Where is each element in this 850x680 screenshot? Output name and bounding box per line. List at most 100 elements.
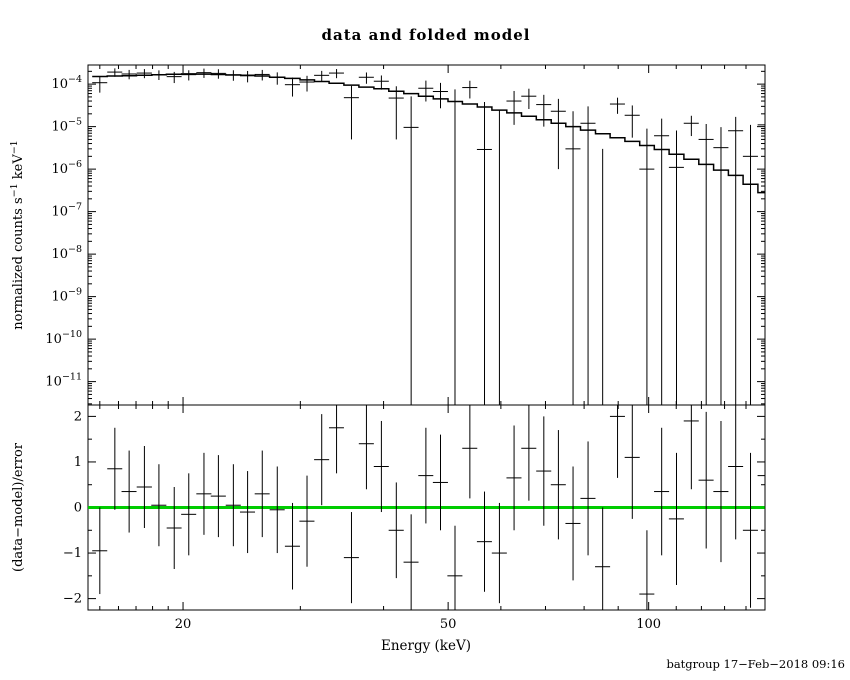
residual-point	[151, 464, 167, 547]
data-point	[210, 69, 226, 79]
residual-point	[432, 434, 448, 531]
data-point	[506, 90, 522, 125]
data-point	[639, 128, 655, 405]
residual-point	[639, 530, 655, 610]
data-point	[550, 98, 566, 170]
plot-title: data and folded model	[322, 26, 531, 44]
residual-point	[462, 405, 478, 499]
residual-point	[284, 502, 300, 590]
data-point	[403, 96, 419, 405]
residual-tick-label: −2	[63, 592, 82, 607]
x-tick-label: 50	[440, 617, 457, 632]
residual-point	[239, 471, 256, 554]
residual-point	[181, 473, 197, 556]
residual-point	[314, 414, 330, 506]
y-axis-labels: normalized counts s−1​ keV−1​ (data−model…	[9, 140, 26, 572]
data-point	[713, 127, 729, 405]
data-point	[757, 110, 765, 405]
x-tick-label: 20	[175, 617, 192, 632]
residual-point	[388, 482, 404, 579]
data-point	[373, 75, 389, 90]
residual-point	[343, 512, 359, 604]
y-tick-label: 10−6	[51, 159, 82, 177]
data-point	[314, 70, 330, 82]
data-point	[121, 69, 137, 80]
residual-tick-label: 0	[74, 501, 82, 516]
y-tick-label: 10−9	[51, 287, 82, 305]
model-histogram-line	[92, 73, 765, 194]
y-tick-label: 10−5	[51, 117, 82, 135]
residual-point	[418, 427, 434, 524]
y-axis-label-residuals: (data−model)/error	[11, 442, 26, 572]
residual-point	[121, 450, 137, 533]
residual-point	[92, 507, 108, 595]
residual-point	[447, 525, 463, 610]
residual-point	[196, 452, 212, 535]
y-tick-label: 10−8	[51, 244, 82, 262]
data-point	[239, 70, 256, 83]
axis-ticks	[88, 65, 765, 610]
data-point	[151, 70, 167, 81]
data-point	[698, 124, 714, 405]
model-curve	[92, 73, 765, 194]
residual-point	[225, 464, 241, 547]
data-point	[92, 76, 108, 93]
data-point	[136, 69, 152, 79]
data-point	[181, 70, 197, 81]
residual-tick-label: 1	[74, 455, 82, 470]
data-point	[343, 85, 359, 140]
residual-point	[728, 405, 744, 540]
residual-tick-label: −1	[63, 546, 82, 561]
data-point	[328, 69, 344, 79]
residual-point	[373, 420, 389, 513]
data-point	[432, 82, 448, 109]
data-point	[536, 94, 552, 127]
residual-point	[713, 420, 729, 563]
data-point	[742, 124, 758, 405]
data-point	[284, 77, 300, 97]
data-point	[299, 75, 315, 92]
residual-point	[107, 427, 123, 510]
data-point	[107, 68, 123, 77]
residual-tick-label: 2	[74, 409, 82, 424]
data-point	[196, 68, 212, 78]
residual-point	[210, 455, 226, 538]
data-point	[476, 102, 492, 405]
residual-point	[269, 466, 285, 554]
data-point	[521, 88, 537, 109]
residual-point	[358, 405, 374, 490]
watermark-text: batgroup 17−Feb−2018 09:16	[666, 657, 845, 671]
data-point	[388, 86, 404, 140]
data-point	[609, 97, 625, 114]
x-axis-label: Energy (keV)	[381, 638, 471, 654]
data-point	[654, 118, 670, 405]
data-point	[565, 111, 581, 405]
residual-point	[328, 405, 344, 474]
residual-point	[609, 405, 625, 478]
data-point	[225, 70, 241, 81]
plot-frame	[87, 64, 766, 611]
residual-point	[521, 405, 537, 501]
residual-point	[299, 475, 315, 567]
residual-point	[536, 416, 552, 526]
residual-point	[506, 425, 522, 531]
y-tick-label: 10−11	[45, 372, 82, 390]
residual-point	[491, 502, 507, 604]
data-point	[462, 80, 478, 99]
residual-point	[742, 452, 758, 608]
data-point	[668, 130, 684, 405]
data-point	[166, 71, 182, 84]
y-tick-label: 10−10	[45, 329, 82, 347]
data-point	[580, 106, 596, 405]
residual-point	[654, 427, 670, 556]
data-point	[254, 69, 270, 81]
y-tick-label: 10−7	[51, 202, 82, 220]
data-point	[269, 72, 285, 85]
data-point	[624, 105, 640, 138]
data-point	[418, 80, 434, 102]
residual-point	[580, 441, 596, 556]
residual-data-points	[92, 405, 765, 610]
x-tick-label: 100	[636, 617, 661, 632]
